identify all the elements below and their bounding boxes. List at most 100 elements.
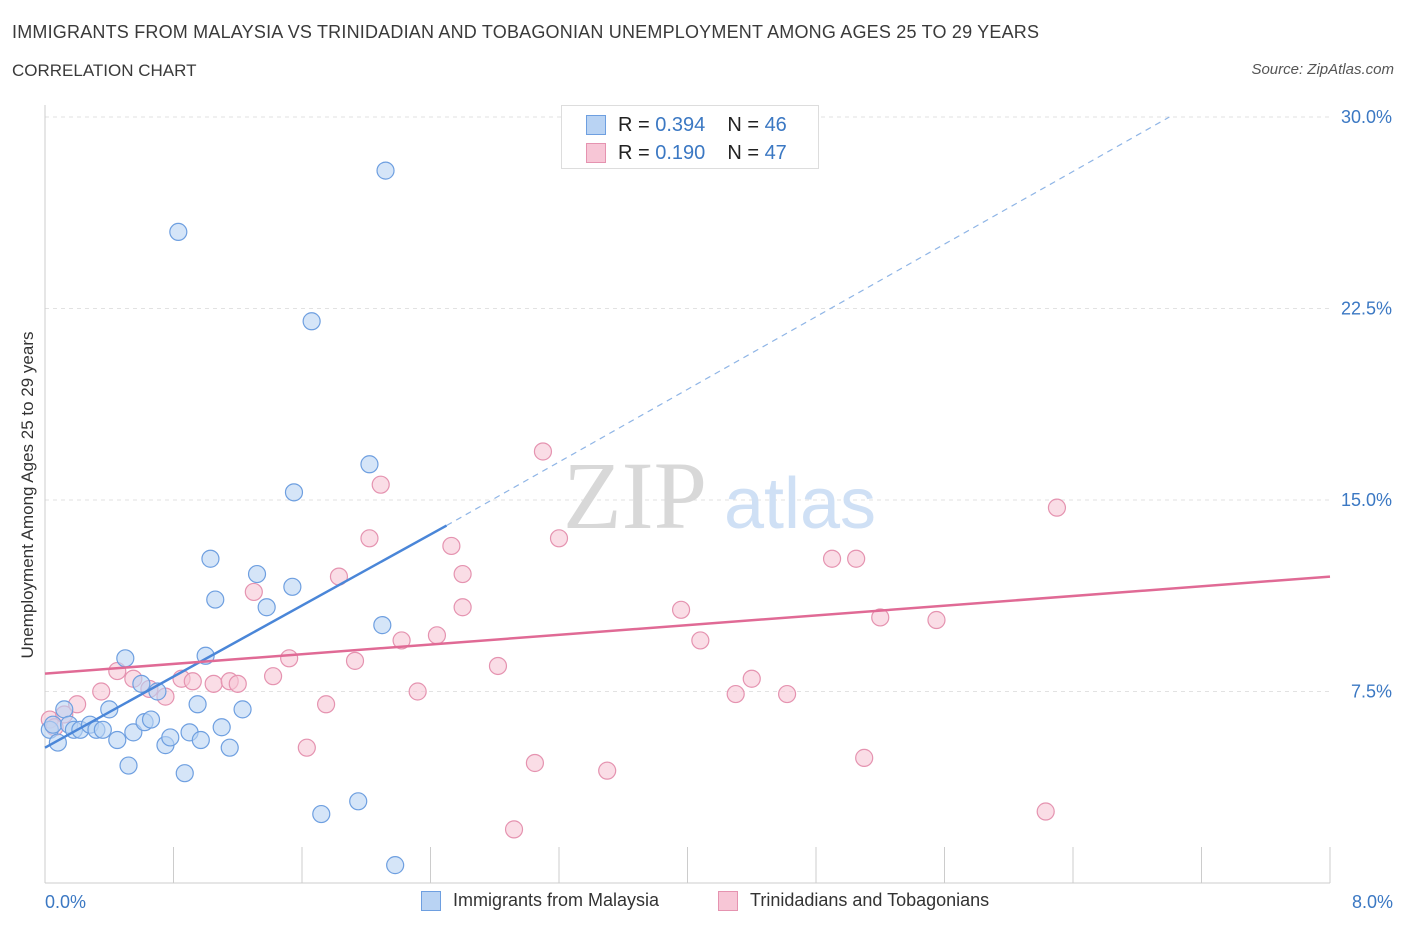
legend-n-label: N = <box>727 113 759 136</box>
trinidad-point <box>726 684 745 704</box>
legend-swatch-trinidad <box>586 143 606 163</box>
correlation-legend: R = 0.394 N = 46 R = 0.190 N = 47 <box>561 105 819 169</box>
y-tick-label: 7.5% <box>1351 682 1392 702</box>
y-tick-label: 30.0% <box>1341 107 1392 127</box>
trinidad-point <box>488 656 508 676</box>
malaysia-point <box>175 764 194 783</box>
y-tick-label: 15.0% <box>1341 490 1392 510</box>
trinidad-point <box>371 475 390 494</box>
trinidad-point <box>453 598 472 617</box>
y-axis-label: Unemployment Among Ages 25 to 29 years <box>18 331 37 659</box>
malaysia-point <box>312 804 331 824</box>
trinidad-point <box>742 669 761 688</box>
malaysia-point <box>108 730 127 750</box>
y-tick-label: 22.5% <box>1341 299 1392 319</box>
malaysia-regression-line <box>44 524 448 749</box>
malaysia-point <box>386 856 405 875</box>
trinidad-point <box>525 753 545 773</box>
malaysia-point <box>188 695 207 714</box>
trinidad-point <box>777 684 797 704</box>
legend-swatch-malaysia <box>421 890 441 911</box>
trinidad-point <box>1036 802 1055 821</box>
regression-lines <box>44 116 1331 749</box>
malaysia-point <box>201 549 220 568</box>
trinidad-point <box>345 651 365 670</box>
trinidad-point <box>822 549 842 568</box>
malaysia-point <box>376 161 395 180</box>
malaysia-point <box>220 738 239 757</box>
trinidad-point <box>280 649 299 668</box>
malaysia-point <box>119 756 138 775</box>
trinidad-point <box>671 600 691 619</box>
trinidad-regression-line <box>44 575 1331 675</box>
legend-n-label: N = <box>727 141 759 164</box>
trinidad-point <box>360 529 379 548</box>
chart-subtitle: CORRELATION CHART <box>12 61 197 80</box>
trinidad-point <box>504 820 524 839</box>
trinidad-point <box>392 631 411 650</box>
malaysia-point <box>141 710 161 729</box>
trinidad-point <box>442 536 461 556</box>
legend-n-value-trinidad: 47 <box>764 141 787 164</box>
malaysia-point <box>116 649 135 668</box>
watermark-zip: ZIP <box>563 442 707 549</box>
trinidad-point <box>453 564 472 584</box>
malaysia-point <box>283 577 302 596</box>
axes <box>44 105 1331 884</box>
malaysia-point <box>247 564 267 584</box>
trinidad-point <box>204 674 223 693</box>
malaysia-point <box>191 730 210 750</box>
trinidad-point <box>549 529 569 548</box>
trinidad-point <box>927 610 946 630</box>
legend-swatch-trinidad <box>718 890 738 911</box>
trinidad-point <box>297 738 316 757</box>
malaysia-point <box>43 715 63 734</box>
series-malaysia-points <box>40 161 405 875</box>
trinidad-point <box>408 682 427 701</box>
trinidad-point <box>533 442 553 461</box>
legend-r-label: R = <box>618 141 650 164</box>
watermark: ZIP atlas <box>563 442 876 549</box>
malaysia-point <box>373 616 392 635</box>
series-legend: Immigrants from Malaysia Trinidadians an… <box>0 890 1406 916</box>
legend-item-malaysia[interactable]: Immigrants from Malaysia <box>421 890 659 911</box>
malaysia-point <box>93 720 112 739</box>
source-label: Source: ZipAtlas.com <box>1251 61 1394 78</box>
trinidad-point <box>183 672 202 691</box>
malaysia-point <box>132 674 151 693</box>
legend-row-trinidad: R = 0.190 N = 47 <box>586 141 787 165</box>
legend-label-malaysia: Immigrants from Malaysia <box>453 890 660 910</box>
trinidad-point <box>263 667 283 686</box>
x-tick-label: 0.0% <box>45 892 86 912</box>
chart-title: IMMIGRANTS FROM MALAYSIA VS TRINIDADIAN … <box>12 22 1040 42</box>
trinidad-point <box>598 761 617 780</box>
legend-r-value-malaysia: 0.394 <box>655 113 706 136</box>
malaysia-point <box>124 723 143 742</box>
trinidad-point <box>855 748 874 767</box>
legend-r-value-trinidad: 0.190 <box>655 141 706 164</box>
trinidad-point <box>847 549 866 568</box>
malaysia-point <box>302 312 321 331</box>
trinidad-point <box>92 682 111 701</box>
trinidad-point <box>691 631 710 650</box>
trinidad-point <box>228 674 247 693</box>
legend-r-label: R = <box>618 113 650 136</box>
trinidad-point <box>316 695 336 714</box>
watermark-atlas: atlas <box>724 464 876 544</box>
trinidad-point <box>1047 498 1067 517</box>
malaysia-point <box>206 590 225 609</box>
legend-item-trinidad[interactable]: Trinidadians and Tobagonians <box>718 890 989 911</box>
malaysia-point <box>161 728 180 747</box>
trinidad-point <box>244 582 263 602</box>
malaysia-point <box>212 718 231 737</box>
legend-label-trinidad: Trinidadians and Tobagonians <box>750 890 990 910</box>
malaysia-point <box>257 598 276 617</box>
legend-row-malaysia: R = 0.394 N = 46 <box>586 113 787 137</box>
legend-swatch-malaysia <box>586 115 606 135</box>
trinidad-point <box>427 626 447 645</box>
x-tick-label: 8.0% <box>1352 892 1393 912</box>
malaysia-point <box>169 222 188 241</box>
malaysia-point <box>284 483 304 502</box>
legend-n-value-malaysia: 46 <box>764 113 787 136</box>
